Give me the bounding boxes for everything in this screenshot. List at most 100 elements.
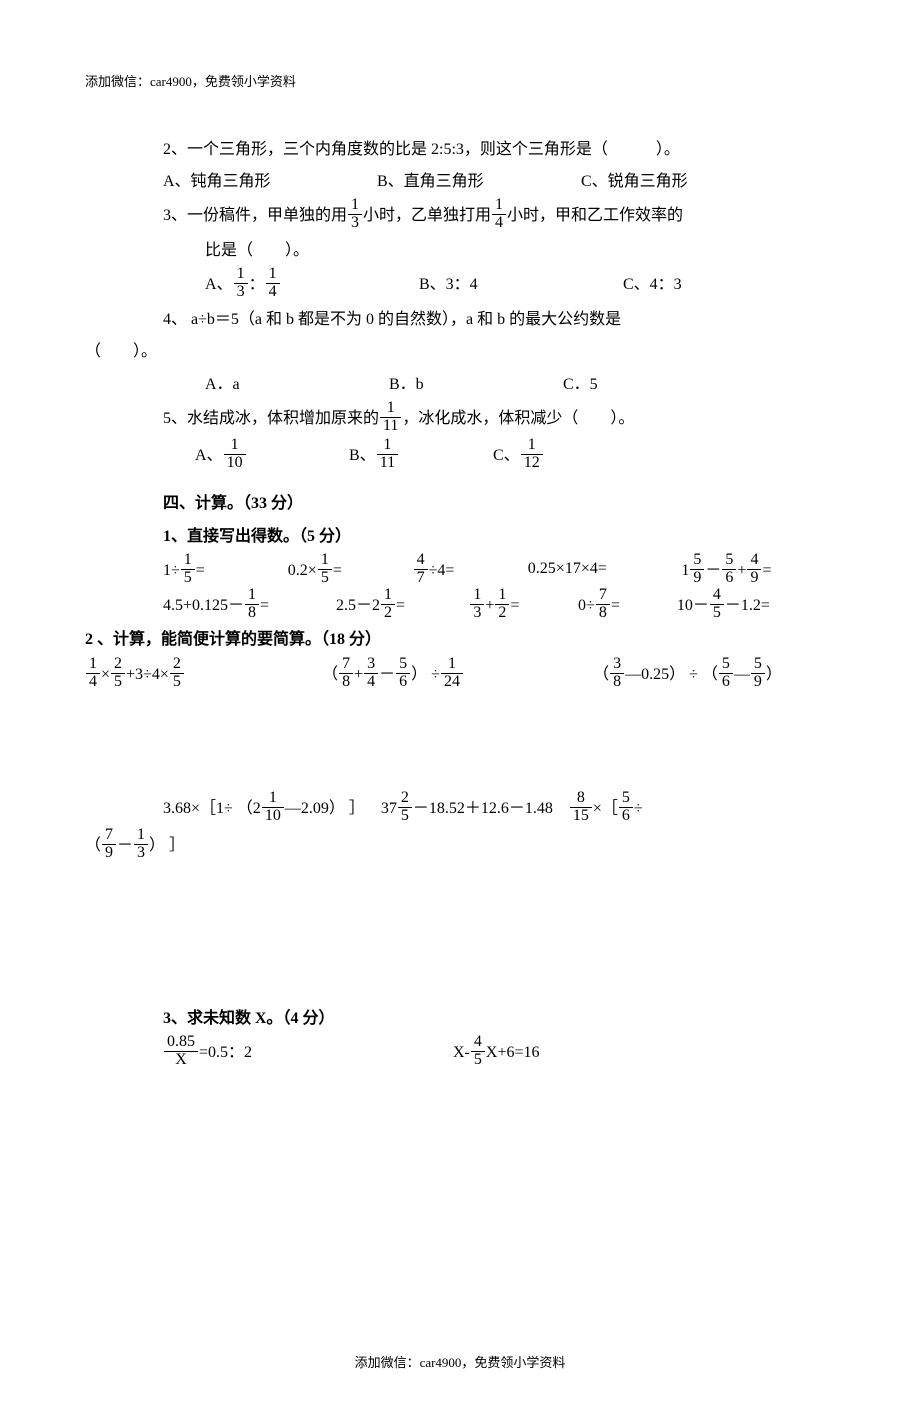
frac-7-8: 78 [596,587,610,622]
c1a-suf: = [196,562,205,579]
frac-085-x: 0.85X [164,1034,198,1069]
s2a-suf: —2.09） ］ [285,800,365,817]
question-5-options: A、110 B、111 C、112 [85,439,835,474]
c1b-pre: 0.2× [288,562,317,579]
q5c-pre: C、 [493,447,520,464]
frac-7-8b: 78 [339,656,353,691]
frac-4-9: 49 [747,552,761,587]
question-2: 2、一个三角形，三个内角度数的比是 2:5:3，则这个三角形是（ ）。 [85,135,835,165]
simp-row-1: 14×25+3÷4×25 （78+34－56） ÷124 （38—0.25） ÷… [85,658,835,693]
s1c-m1: —0.25） ÷ （ [625,666,718,683]
c1a-pre: 1÷ [163,562,180,579]
q5-opt-b: B、111 [349,439,489,474]
s2c-m2: ÷ [634,800,643,817]
calc-r2-a: 4.5+0.125－18= [163,589,336,624]
question-5: 5、水结成冰，体积增加原来的111，冰化成水，体积减少（ ）。 [85,402,835,437]
q5b-pre: B、 [349,447,376,464]
eq-row: 0.85X=0.5：2 X-45X+6=16 [85,1036,835,1071]
c1e-pre: 1 [681,562,689,579]
frac-5-6: 56 [722,552,736,587]
q4-opt-a: A．a [85,370,385,400]
frac-2-5c: 25 [398,790,412,825]
sec4-sub3: 3、求未知数 X。（4 分） [85,1004,835,1034]
s1b-p2: － [379,666,395,683]
s2b-pre: 37 [381,800,397,817]
s1c-m2: — [734,666,750,683]
frac-2-5b: 25 [170,656,184,691]
c2b-suf: = [396,597,405,614]
s1a-m2: +3÷4× [126,666,169,683]
calc-r1-d: 0.25×17×4= [528,554,682,589]
frac-1-3: 13 [348,197,362,232]
q3-mid2: 小时，甲和乙工作效率的 [507,207,683,224]
simp-a: 14×25+3÷4×25 [85,658,322,693]
q3-pre: 3、一份稿件，甲单独的用 [163,207,347,224]
c2d-pre: 0÷ [578,597,595,614]
c1e-m1: － [705,562,721,579]
q5-pre: 5、水结成冰，体积增加原来的 [163,410,379,427]
frac-1-12: 112 [521,437,543,472]
c1e-suf: = [762,562,771,579]
c2b-pre: 2.5－2 [336,597,380,614]
question-2-options: A、钝角三角形 B、直角三角形 C、锐角三角形 [85,167,835,197]
frac-5-6c: 56 [719,656,733,691]
question-4-line1: 4、 a÷b＝5（a 和 b 都是不为 0 的自然数），a 和 b 的最大公约数… [85,305,835,335]
c1b-suf: = [333,562,342,579]
frac-5-9b: 59 [751,656,765,691]
c2d-suf: = [611,597,620,614]
s2b-suf: －18.52＋12.6－1.48 [413,800,553,817]
calc-r2-b: 2.5－212= [336,589,469,624]
c2c-suf: = [510,597,519,614]
q3-opta-pre: A、 [205,276,233,293]
frac-4-7: 47 [414,552,428,587]
frac-5-9: 59 [690,552,704,587]
sec4-sub2: 2 、计算，能简便计算的要简算。（18 分） [85,625,835,655]
c2c-mid: + [485,597,494,614]
s1a-m1: × [101,666,110,683]
question-3-line2: 比是（ ）。 [85,236,835,266]
frac-1-3c: 13 [470,587,484,622]
frac-1-5: 15 [181,552,195,587]
s2b2-suf: ） ］ [149,837,185,854]
frac-1-11b: 111 [377,437,398,472]
calc-r2-e: 10－45－1.2= [677,589,835,624]
question-4-options: A．a B．b C．5 [85,370,835,400]
frac-1-3b: 13 [234,266,248,301]
page-container: 添加微信：car4900，免费领小学资料 2、一个三角形，三个内角度数的比是 2… [0,0,920,1415]
frac-1-8: 18 [245,587,259,622]
q2-opt-c: C、锐角三角形 [581,167,751,197]
c2a-suf: = [260,597,269,614]
frac-1-24: 124 [441,656,463,691]
frac-1-4b: 14 [266,266,280,301]
frac-4-5: 45 [710,587,724,622]
calc-r1-e: 159－56+49= [681,554,835,589]
s2-b: 3725－18.52＋12.6－1.48 [381,800,557,817]
page-footer: 添加微信：car4900，免费领小学资料 [85,1351,835,1376]
q3-mid1: 小时，乙单独打用 [363,207,491,224]
frac-1-2b: 12 [495,587,509,622]
frac-1-10: 110 [224,437,246,472]
frac-1-5b: 15 [318,552,332,587]
s2-a: 3.68×［1÷ （2110—2.09） ］ [163,800,369,817]
c2a-pre: 4.5+0.125－ [163,597,244,614]
simp-row-2b: （79－13） ］ [85,829,835,864]
question-4-line2: （ ）。 [85,337,835,367]
calc-r1-c: 47÷4= [413,554,528,589]
s1c-pre: （ [593,666,609,683]
frac-5-6b: 56 [396,656,410,691]
s2b2-mid: － [117,837,133,854]
frac-1-10b: 110 [262,790,284,825]
q3-opta-sep: ： [249,276,265,293]
c2e-suf: －1.2= [725,597,770,614]
s1b-pre: （ [322,666,338,683]
calc-row-1: 1÷15= 0.2×15= 47÷4= 0.25×17×4= 159－56+49… [85,554,835,589]
q3-opt-a: A、13：14 [85,268,415,303]
question-3-options: A、13：14 B、3：4 C、4：3 [85,268,835,303]
q2-opt-a: A、钝角三角形 [163,167,373,197]
calc-r1-b: 0.2×15= [288,554,413,589]
page-header: 添加微信：car4900，免费领小学资料 [85,70,835,95]
simp-row-2: 3.68×［1÷ （2110—2.09） ］ 3725－18.52＋12.6－1… [85,792,835,827]
eq1-suf: =0.5：2 [199,1044,252,1061]
s1b-p1: + [354,666,363,683]
frac-1-4c: 14 [86,656,100,691]
